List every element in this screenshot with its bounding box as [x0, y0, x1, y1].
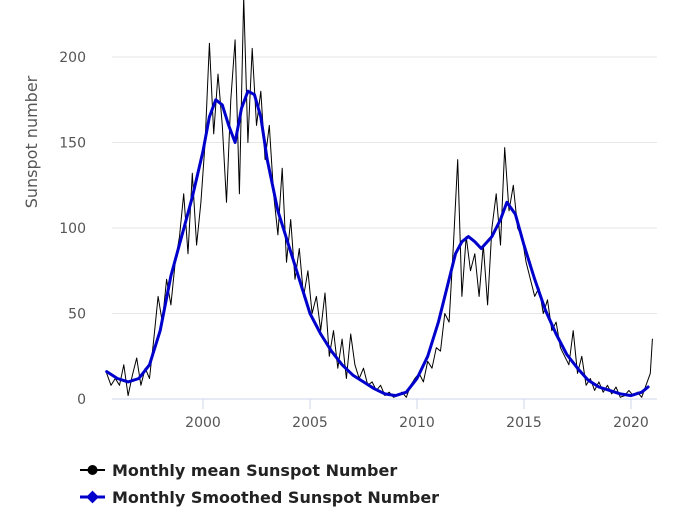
- x-tick-label: 2020: [613, 415, 649, 431]
- legend-item-monthly-smoothed[interactable]: Monthly Smoothed Sunspot Number: [80, 488, 439, 507]
- y-tick-label: 150: [59, 136, 86, 152]
- legend-label-monthly-mean: Monthly mean Sunspot Number: [112, 461, 397, 480]
- y-tick-label: 0: [77, 392, 86, 408]
- y-axis-title: Sunspot number: [22, 75, 41, 208]
- legend-label-monthly-smoothed: Monthly Smoothed Sunspot Number: [112, 488, 439, 507]
- y-tick-label: 100: [59, 221, 86, 237]
- x-tick-label: 2005: [292, 415, 328, 431]
- grid-lines: [112, 56, 657, 314]
- legend[interactable]: Monthly mean Sunspot Number Monthly Smoo…: [80, 461, 439, 507]
- x-tick-label: 2000: [185, 415, 221, 431]
- y-tick-label: 200: [59, 50, 86, 66]
- x-tick-label: 2010: [399, 415, 435, 431]
- y-axis-ticks: 0 50 100 150 200: [59, 50, 86, 408]
- x-axis-ticks: 2000 2005 2010 2015 2020: [185, 399, 649, 431]
- series-layer: [105, 0, 653, 398]
- legend-marker-icon: [87, 465, 98, 475]
- legend-marker-icon: [86, 490, 99, 504]
- legend-item-monthly-mean[interactable]: Monthly mean Sunspot Number: [80, 461, 397, 480]
- x-tick-label: 2015: [506, 415, 542, 431]
- series-line-monthly-smoothed[interactable]: [105, 89, 650, 398]
- y-tick-label: 50: [68, 307, 86, 323]
- series-line-monthly-mean[interactable]: [106, 0, 653, 398]
